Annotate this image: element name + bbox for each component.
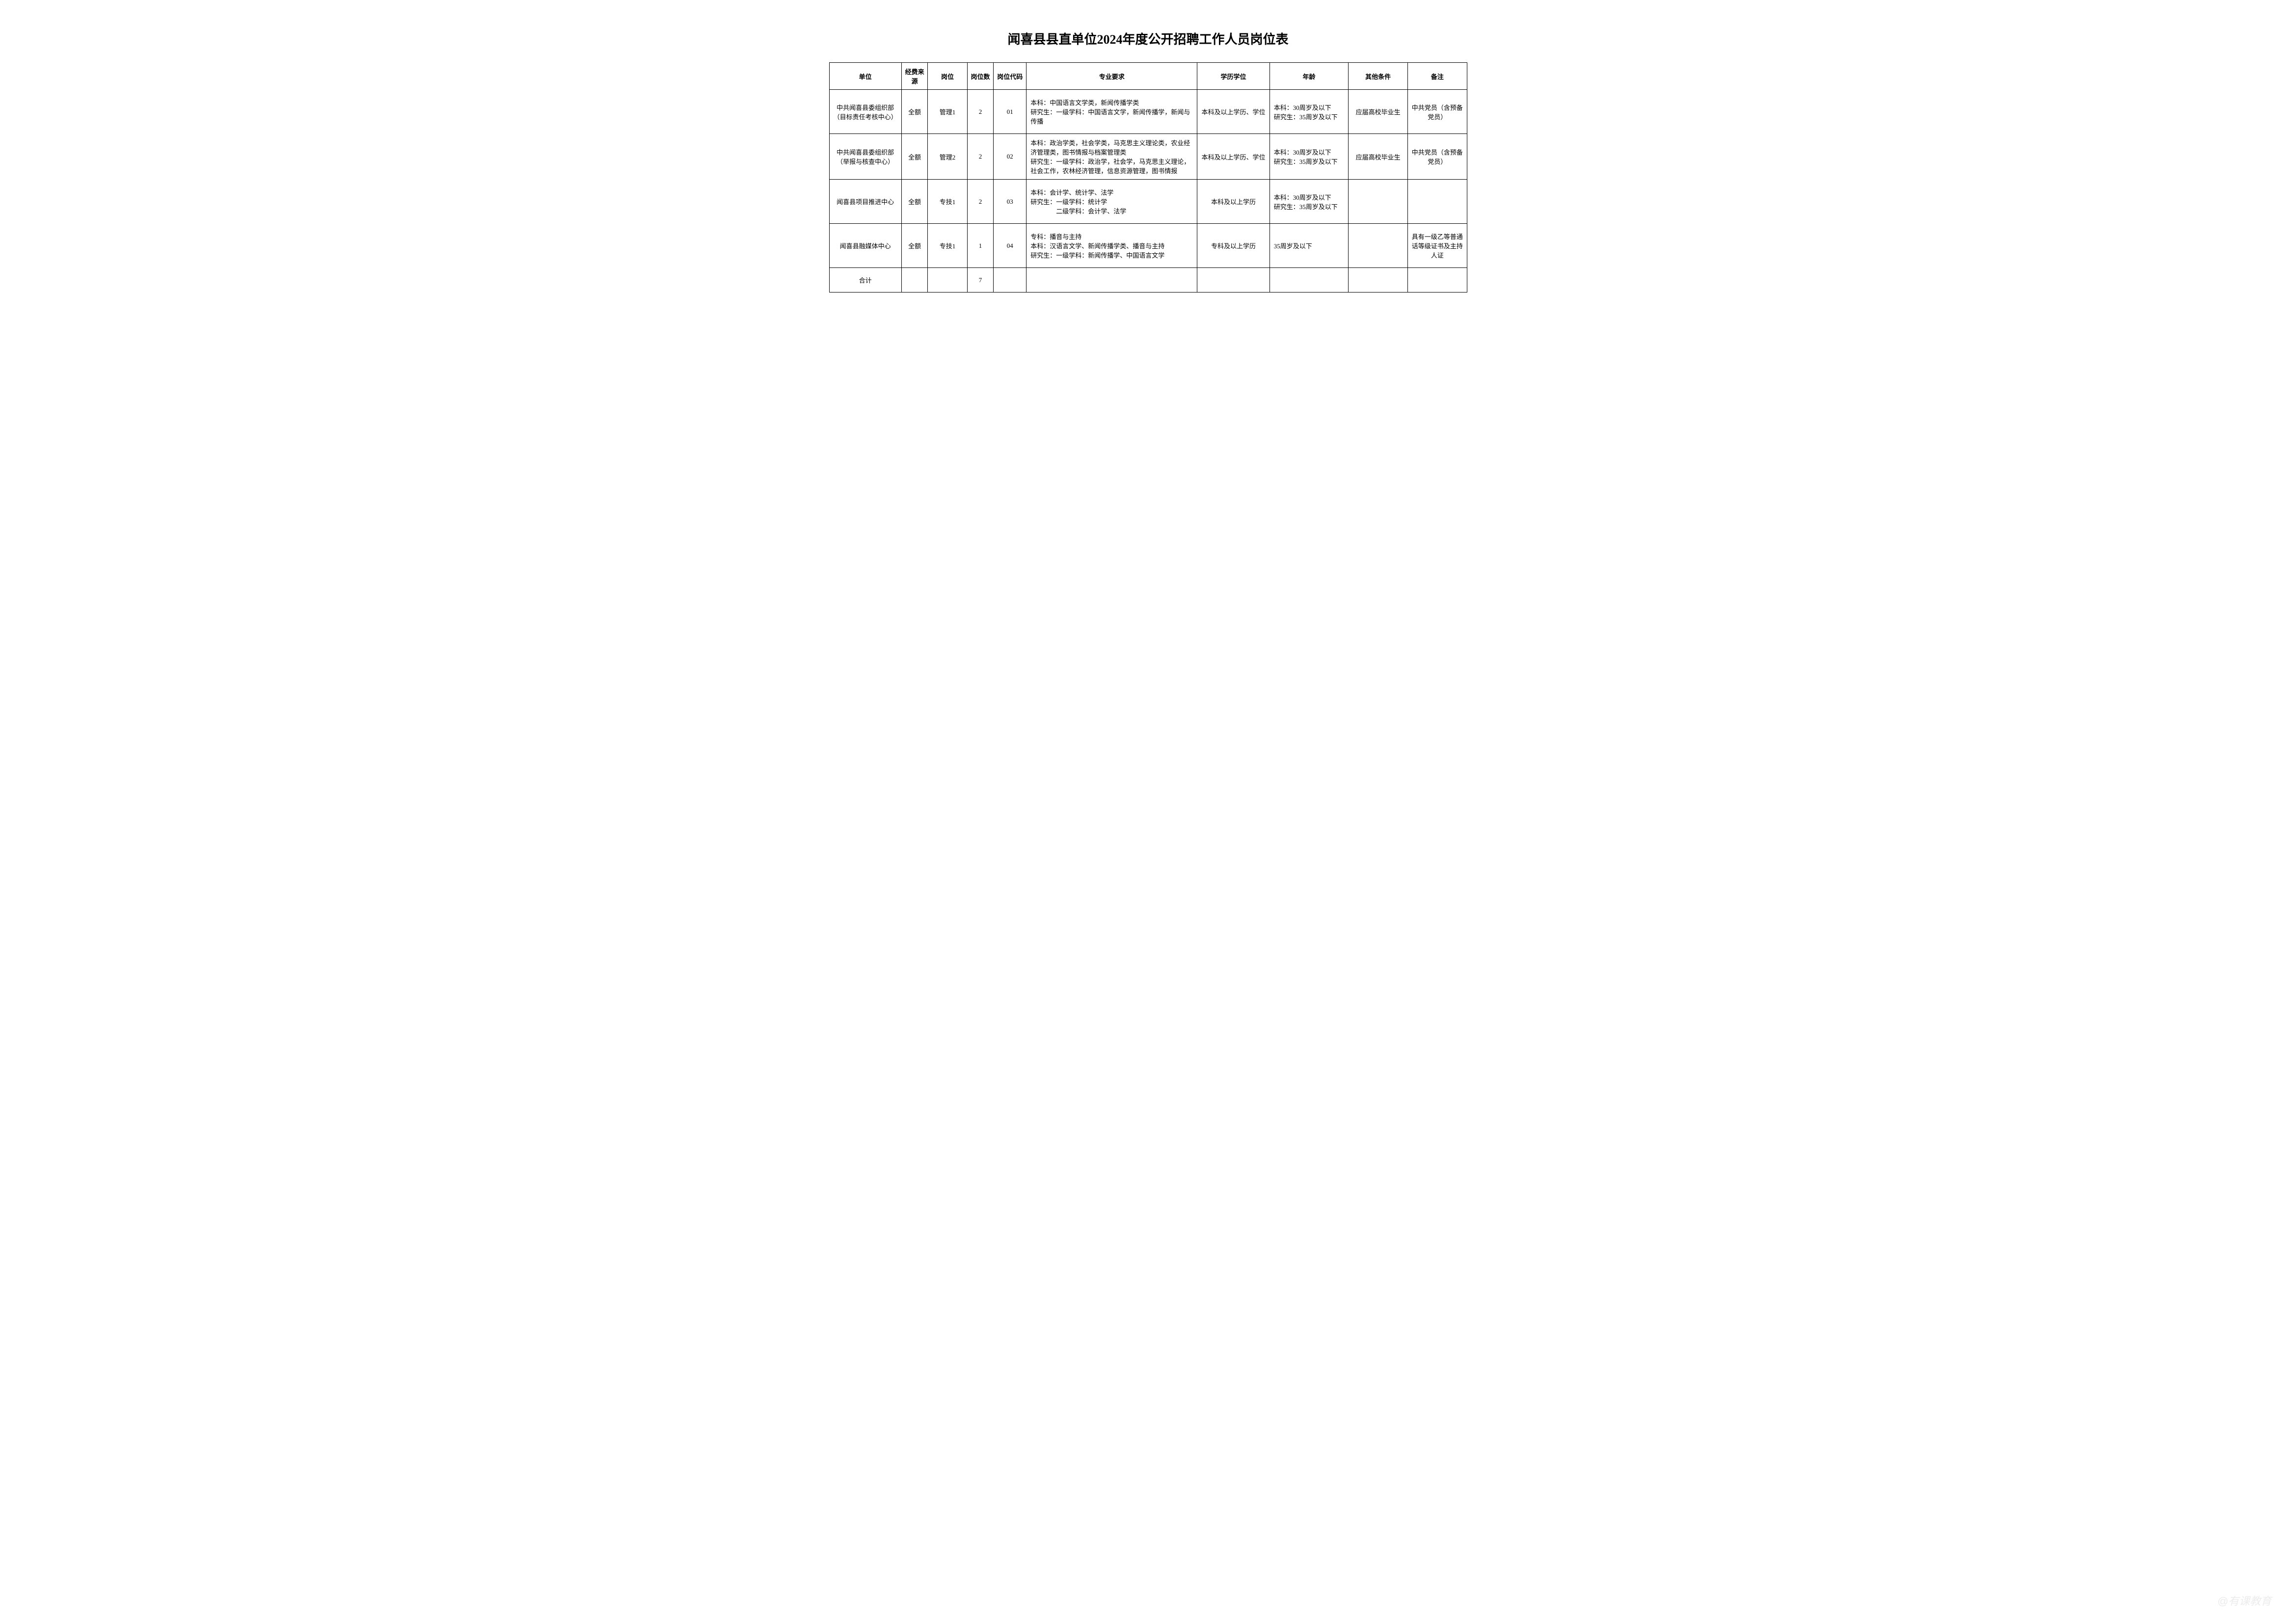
total-empty [1407,268,1467,293]
total-count: 7 [967,268,994,293]
cell-education: 专科及以上学历 [1197,224,1270,268]
header-education: 学历学位 [1197,63,1270,90]
cell-count: 2 [967,90,994,134]
cell-age: 本科：30周岁及以下研究生：35周岁及以下 [1270,90,1349,134]
cell-other: 应届高校毕业生 [1349,134,1408,180]
table-row: 闻喜县项目推进中心全额专技1203本科：会计学、统计学、法学研究生：一级学科：统… [829,180,1467,224]
table-total-row: 合计 7 [829,268,1467,293]
cell-position: 管理1 [928,90,967,134]
cell-major: 专科：播音与主持本科：汉语言文学、新闻传播学类、播音与主持研究生：一级学科：新闻… [1026,224,1197,268]
header-major: 专业要求 [1026,63,1197,90]
cell-funding: 全额 [901,90,928,134]
cell-remark [1407,180,1467,224]
document-title: 闻喜县县直单位2024年度公开招聘工作人员岗位表 [829,29,1467,48]
header-count: 岗位数 [967,63,994,90]
cell-position: 专技1 [928,224,967,268]
cell-code: 03 [994,180,1026,224]
document-container: 闻喜县县直单位2024年度公开招聘工作人员岗位表 单位 经费来源 岗位 岗位数 … [829,29,1467,293]
cell-age: 本科：30周岁及以下研究生：35周岁及以下 [1270,134,1349,180]
cell-position: 管理2 [928,134,967,180]
header-position: 岗位 [928,63,967,90]
cell-code: 04 [994,224,1026,268]
total-empty [928,268,967,293]
total-empty [1270,268,1349,293]
table-header-row: 单位 经费来源 岗位 岗位数 岗位代码 专业要求 学历学位 年龄 其他条件 备注 [829,63,1467,90]
table-row: 闻喜县融媒体中心全额专技1104专科：播音与主持本科：汉语言文学、新闻传播学类、… [829,224,1467,268]
cell-education: 本科及以上学历、学位 [1197,134,1270,180]
watermark: @有课教育 [2217,1593,2271,1608]
cell-other: 应届高校毕业生 [1349,90,1408,134]
cell-unit: 中共闻喜县委组织部（举报与核查中心） [829,134,901,180]
cell-unit: 闻喜县项目推进中心 [829,180,901,224]
header-other: 其他条件 [1349,63,1408,90]
cell-other [1349,224,1408,268]
cell-education: 本科及以上学历、学位 [1197,90,1270,134]
cell-count: 2 [967,134,994,180]
header-funding: 经费来源 [901,63,928,90]
total-empty [901,268,928,293]
total-empty [1349,268,1408,293]
header-code: 岗位代码 [994,63,1026,90]
total-empty [1026,268,1197,293]
header-remark: 备注 [1407,63,1467,90]
total-label: 合计 [829,268,901,293]
cell-count: 2 [967,180,994,224]
cell-funding: 全额 [901,134,928,180]
header-age: 年龄 [1270,63,1349,90]
cell-unit: 中共闻喜县委组织部（目标责任考核中心） [829,90,901,134]
header-unit: 单位 [829,63,901,90]
table-row: 中共闻喜县委组织部（举报与核查中心）全额管理2202本科：政治学类，社会学类，马… [829,134,1467,180]
total-empty [1197,268,1270,293]
cell-age: 本科：30周岁及以下研究生：35周岁及以下 [1270,180,1349,224]
cell-remark: 具有一级乙等普通话等级证书及主持人证 [1407,224,1467,268]
cell-code: 01 [994,90,1026,134]
cell-funding: 全额 [901,224,928,268]
cell-major: 本科：政治学类，社会学类，马克思主义理论类，农业经济管理类，图书情报与档案管理类… [1026,134,1197,180]
cell-code: 02 [994,134,1026,180]
cell-education: 本科及以上学历 [1197,180,1270,224]
cell-major: 本科：会计学、统计学、法学研究生：一级学科：统计学 二级学科：会计学、法学 [1026,180,1197,224]
cell-unit: 闻喜县融媒体中心 [829,224,901,268]
recruitment-table: 单位 经费来源 岗位 岗位数 岗位代码 专业要求 学历学位 年龄 其他条件 备注… [829,62,1467,293]
table-row: 中共闻喜县委组织部（目标责任考核中心）全额管理1201本科：中国语言文学类，新闻… [829,90,1467,134]
cell-age: 35周岁及以下 [1270,224,1349,268]
total-empty [994,268,1026,293]
cell-count: 1 [967,224,994,268]
cell-funding: 全额 [901,180,928,224]
cell-major: 本科：中国语言文学类，新闻传播学类研究生：一级学科：中国语言文学，新闻传播学，新… [1026,90,1197,134]
cell-remark: 中共党员（含预备党员） [1407,134,1467,180]
cell-other [1349,180,1408,224]
cell-remark: 中共党员（含预备党员） [1407,90,1467,134]
cell-position: 专技1 [928,180,967,224]
